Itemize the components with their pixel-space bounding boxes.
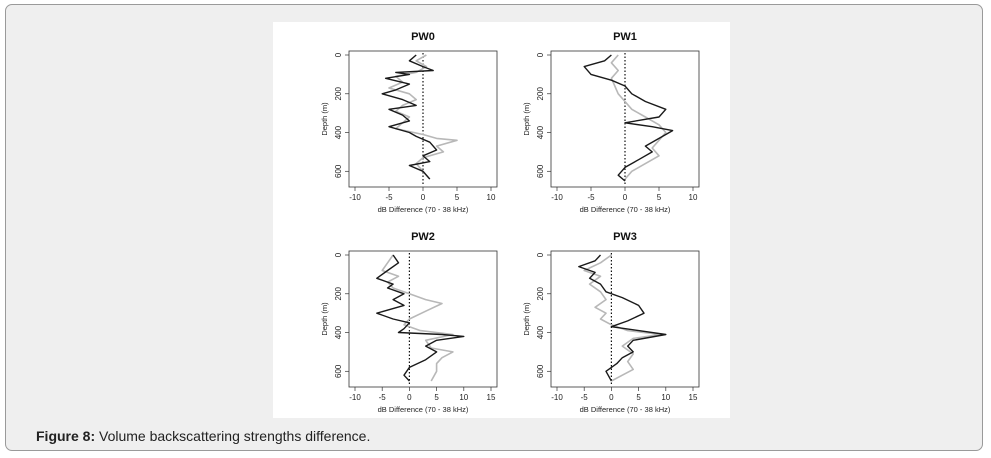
y-tick-label: 0 (536, 252, 545, 257)
x-tick-label: -5 (385, 193, 393, 202)
y-tick-label: 0 (334, 52, 343, 57)
chart-title: PW1 (613, 31, 637, 43)
y-tick-label: 200 (536, 287, 545, 301)
y-axis-label: Depth (m) (320, 102, 329, 136)
x-tick-label: -10 (349, 393, 361, 402)
x-tick-label: 0 (623, 193, 628, 202)
chart-title: PW2 (411, 231, 435, 243)
panel-pw0: PW0 -10 -5 0 5 10 dB Difference (70 - 38 kHz) 0… (320, 31, 498, 214)
figure-caption: Figure 8: Volume backscattering strength… (36, 428, 370, 444)
x-axis-label: dB Difference (70 - 38 kHz) (580, 405, 671, 414)
y-tick-label: 600 (536, 164, 545, 178)
plot-frame (348, 250, 498, 388)
y-tick-label: 0 (334, 252, 343, 257)
plot-frame (550, 250, 700, 388)
x-tick-label: 10 (487, 193, 496, 202)
x-tick-label: -5 (587, 193, 595, 202)
x-tick-label: 5 (455, 193, 460, 202)
x-tick-label: 15 (689, 393, 698, 402)
x-tick-label: 0 (421, 193, 426, 202)
panel-pw3: PW3 -10 -5 0 5 10 15 dB Difference (70 - 38 kHz… (522, 231, 700, 414)
y-axis-label: Depth (m) (522, 302, 531, 336)
panel-pw2: PW2 -10 -5 0 5 10 15 dB Difference (70 - 38 kHz… (320, 231, 498, 414)
y-tick-label: 600 (536, 364, 545, 378)
x-tick-label: 5 (636, 393, 641, 402)
y-tick-label: 200 (536, 87, 545, 101)
y-tick-label: 200 (334, 87, 343, 101)
series-line-dark (583, 54, 674, 182)
series-line-light (583, 254, 662, 382)
y-tick-label: 400 (536, 125, 545, 139)
y-axis-label: Depth (m) (522, 102, 531, 136)
series-line-light (610, 54, 667, 180)
x-axis-label: dB Difference (70 - 38 kHz) (378, 405, 469, 414)
x-tick-label: 5 (434, 393, 439, 402)
y-tick-label: 600 (334, 364, 343, 378)
x-tick-label: -10 (551, 393, 563, 402)
y-tick-label: 400 (334, 325, 343, 339)
panel-pw1: PW1 -10 -5 0 5 10 dB Difference (70 - 38 kHz) 0… (522, 31, 700, 214)
caption-label: Figure 8: (36, 428, 96, 444)
y-tick-label: 0 (536, 52, 545, 57)
chart-title: PW0 (411, 31, 435, 43)
x-tick-label: 10 (689, 193, 698, 202)
x-axis-label: dB Difference (70 - 38 kHz) (378, 205, 469, 214)
x-tick-label: 10 (661, 393, 670, 402)
series-line-dark (376, 254, 465, 382)
y-tick-label: 400 (334, 125, 343, 139)
x-tick-label: 15 (487, 393, 496, 402)
chart-svg: PW0 -10 -5 0 5 10 dB Difference (70 - 38 kHz) 0… (320, 31, 700, 414)
y-axis-label: Depth (m) (320, 302, 329, 336)
x-tick-label: -5 (581, 393, 589, 402)
figure-frame: PW0 -10 -5 0 5 10 dB Difference (70 - 38 kHz) 0… (5, 4, 983, 451)
x-tick-label: 10 (459, 393, 468, 402)
caption-text: Volume backscattering strengths differen… (95, 428, 371, 444)
x-tick-label: 5 (657, 193, 662, 202)
x-tick-label: 0 (609, 393, 614, 402)
x-axis-label: dB Difference (70 - 38 kHz) (580, 205, 671, 214)
x-tick-label: -5 (379, 393, 387, 402)
x-tick-label: 0 (407, 393, 412, 402)
y-tick-label: 200 (334, 287, 343, 301)
series-line-dark (578, 254, 667, 382)
y-tick-label: 400 (536, 325, 545, 339)
chart-title: PW3 (613, 231, 637, 243)
figure-image: PW0 -10 -5 0 5 10 dB Difference (70 - 38 kHz) 0… (273, 22, 730, 418)
series-line-light (381, 254, 454, 382)
x-tick-label: -10 (551, 193, 563, 202)
x-tick-label: -10 (349, 193, 361, 202)
y-tick-label: 600 (334, 164, 343, 178)
series-line-dark (381, 54, 438, 180)
